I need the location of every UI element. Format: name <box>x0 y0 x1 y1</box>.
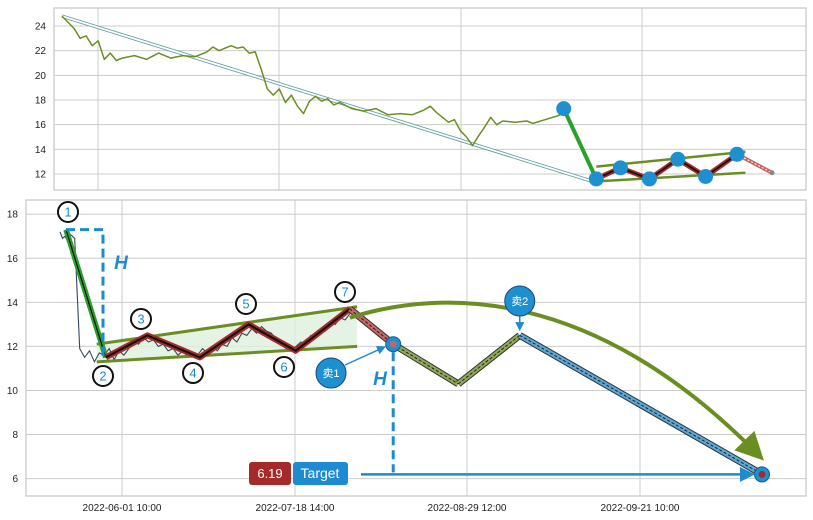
detail-x-tick-2: 2022-08-29 12:00 <box>428 503 507 514</box>
detail-y-tick-14: 14 <box>7 298 19 309</box>
projection-olive-segment-1-dash <box>392 343 459 385</box>
wave-segments <box>63 228 352 361</box>
overview-pole-segment <box>561 107 599 180</box>
wave-label-7: 7 <box>341 285 348 300</box>
overview-y-tick-12: 12 <box>35 170 47 181</box>
target-group: 6.19 Target <box>249 462 348 485</box>
lower-boundary-line <box>96 344 358 364</box>
overview-pivot-marker-5 <box>670 151 686 167</box>
overview-projection-end <box>769 170 775 176</box>
pole-segment-core <box>65 229 107 358</box>
wave-label-circle-5 <box>235 293 257 315</box>
projection-red-segment-dash <box>349 308 394 345</box>
overview-panel: 12 14 16 18 20 22 24 <box>35 7 807 191</box>
wave-label-circle-3 <box>130 308 152 330</box>
overview-lower-boundary <box>596 171 746 183</box>
projection-olive-segment-2-dash <box>457 334 521 385</box>
detail-y-tick-10: 10 <box>7 386 19 397</box>
height-bracket-left <box>66 228 105 362</box>
overview-y-tick-16: 16 <box>35 120 47 131</box>
wave-core <box>105 308 351 359</box>
overview-y-tick-24: 24 <box>35 22 47 33</box>
detail-y-tick-12: 12 <box>7 342 19 353</box>
wave-labels: 1 2 3 4 5 6 7 <box>57 201 356 387</box>
detail-y-tick-16: 16 <box>7 254 19 265</box>
detail-y-tick-18: 18 <box>7 210 19 221</box>
overview-pivot-marker-3 <box>612 160 628 176</box>
wave-label-circle-7 <box>334 281 356 303</box>
projection-path: 卖1 卖2 <box>315 285 770 483</box>
sell-1-badge <box>315 357 347 389</box>
sell-1-pointer <box>344 346 386 366</box>
target-value-badge <box>249 462 291 485</box>
overview-y-axis: 12 14 16 18 20 22 24 <box>35 22 47 181</box>
overview-pivot-marker-6 <box>698 168 714 184</box>
wave-label-circle-1 <box>57 201 79 223</box>
wave-label-5: 5 <box>242 297 249 312</box>
overview-y-tick-18: 18 <box>35 96 47 107</box>
detail-y-tick-6: 6 <box>12 474 18 485</box>
detail-x-tick-1: 2022-07-18 14:00 <box>256 503 335 514</box>
wave-label-2: 2 <box>99 369 106 384</box>
wave-label-circle-4 <box>182 362 204 384</box>
overview-pivot-marker-2 <box>588 171 604 187</box>
overview-pivot-marker-4 <box>641 171 657 187</box>
wave-label-1: 1 <box>64 205 71 220</box>
height-label-left: H <box>114 253 129 274</box>
overview-y-tick-14: 14 <box>35 145 47 156</box>
sell-2-label: 卖2 <box>511 295 528 308</box>
sell-2-badge <box>504 285 536 317</box>
target-label-text: Target <box>301 465 340 481</box>
wave-label-circle-2 <box>92 365 114 387</box>
target-point-inner <box>758 470 766 478</box>
overview-pivot-marker-7 <box>729 146 745 162</box>
overview-projection-dash <box>736 153 773 174</box>
wave-label-3: 3 <box>137 312 144 327</box>
overview-y-tick-22: 22 <box>35 46 47 57</box>
height-annotations: HH <box>66 228 755 482</box>
target-value-text: 6.19 <box>257 466 282 481</box>
detail-x-axis: 2022-06-01 10:00 2022-07-18 14:00 2022-08-… <box>83 503 680 514</box>
projection-blue-segment-dash <box>519 334 763 475</box>
wave-label-4: 4 <box>189 366 196 381</box>
overview-trend-line-inner <box>61 15 601 185</box>
overview-series <box>61 14 602 186</box>
wave-label-circle-6 <box>273 356 295 378</box>
height-label-right: H <box>373 369 388 390</box>
detail-plot-area <box>25 199 807 497</box>
detail-x-tick-0: 2022-06-01 10:00 <box>83 503 162 514</box>
detail-y-axis: 6 8 10 12 14 16 18 <box>7 210 19 485</box>
overview-grid <box>54 8 806 190</box>
detail-x-tick-3: 2022-09-21 10:00 <box>601 503 680 514</box>
overview-y-tick-20: 20 <box>35 71 47 82</box>
overview-price-line <box>61 15 564 147</box>
overview-pivot-marker-1 <box>556 101 572 117</box>
overview-pattern <box>556 101 775 187</box>
overview-plot-area <box>53 7 807 191</box>
detail-y-tick-8: 8 <box>12 430 18 441</box>
sell-1-label: 卖1 <box>322 367 339 380</box>
sell-point-1-core <box>389 340 397 348</box>
wave-label-6: 6 <box>280 360 287 375</box>
target-label-badge <box>293 462 348 485</box>
